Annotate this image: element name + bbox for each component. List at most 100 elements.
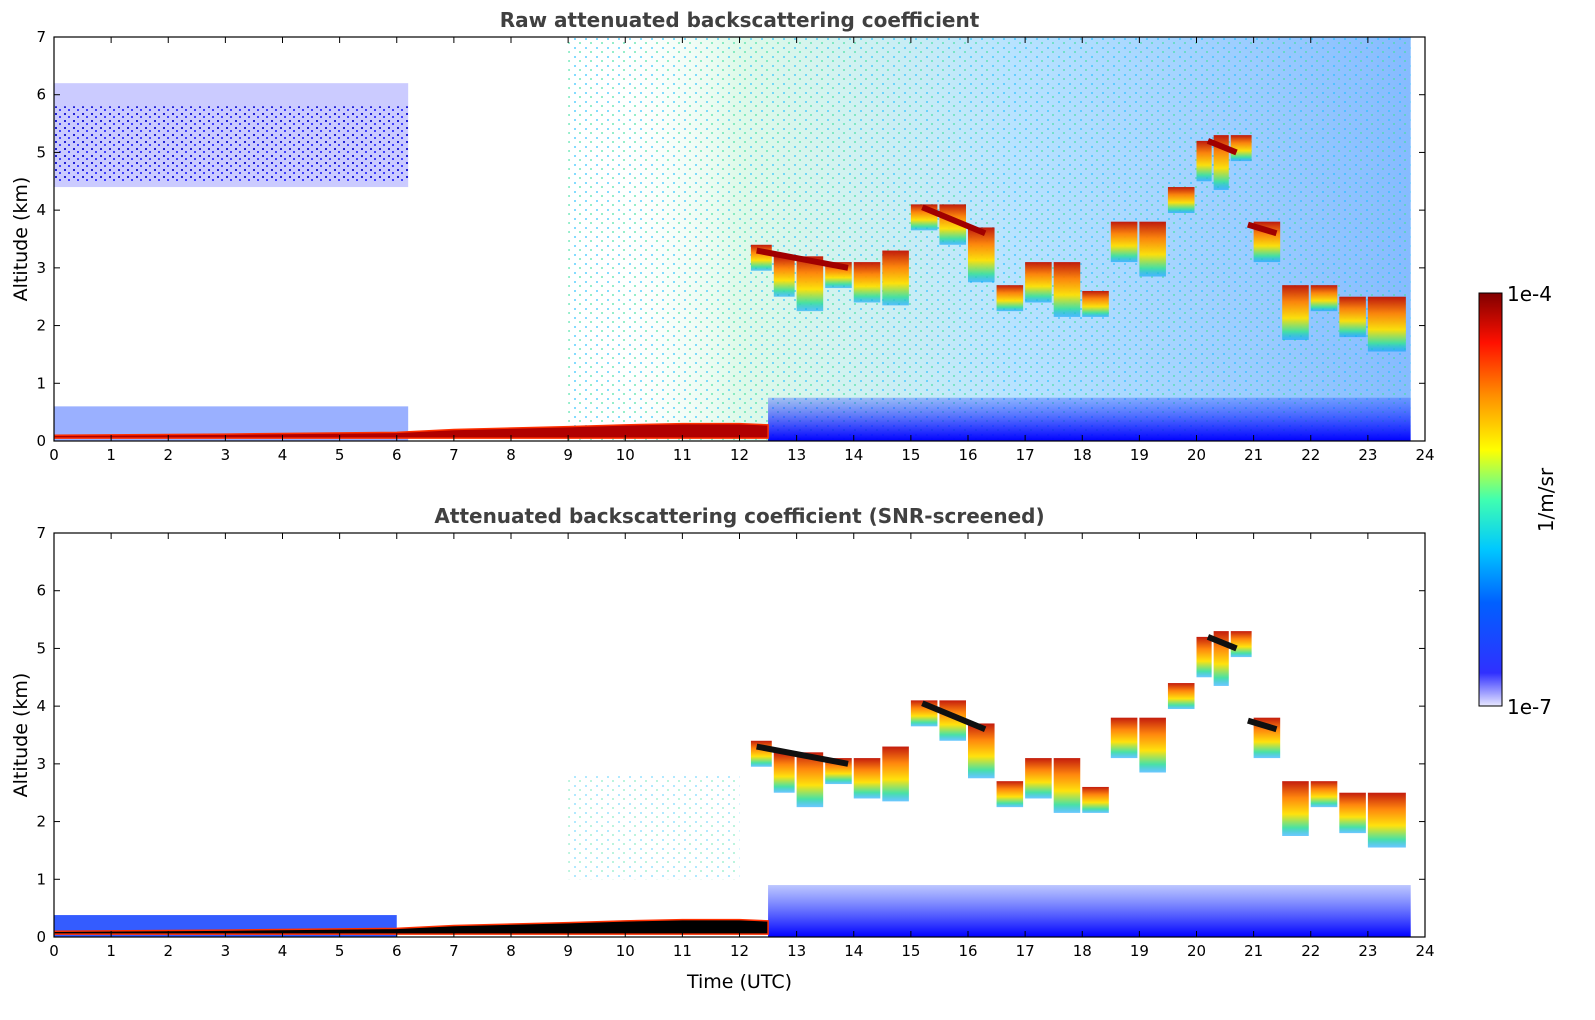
cloud-top (1247, 717, 1278, 733)
x-tick-label: 5 (335, 446, 345, 464)
cloud-segment (1196, 636, 1212, 678)
x-tick-label: 8 (506, 446, 516, 464)
x-tick-label: 22 (1301, 446, 1320, 464)
x-tick-label: 15 (901, 942, 920, 960)
cloud-top (756, 743, 849, 767)
cloud-segment (1167, 683, 1195, 710)
cloud-segment (1339, 792, 1366, 834)
x-tick-label: 24 (1415, 446, 1434, 464)
y-tick-label: 3 (36, 259, 46, 277)
cloud-segment (968, 227, 995, 283)
x-tick-label: 4 (278, 942, 288, 960)
cloud-segment (968, 723, 995, 779)
y-tick-label: 4 (36, 697, 46, 715)
cloud-segment (1082, 290, 1109, 317)
y-tick-label: 6 (36, 86, 46, 104)
x-tick-label: 9 (563, 446, 573, 464)
cloud-segment (853, 758, 881, 799)
x-tick-label: 11 (673, 446, 692, 464)
cloud-segment (996, 285, 1024, 312)
cloud-segment (1196, 140, 1212, 182)
colorbar-unit-label: 1/m/sr (1534, 467, 1558, 532)
x-tick-label: 6 (392, 446, 402, 464)
x-tick-label: 7 (449, 942, 459, 960)
x-tick-label: 17 (1016, 942, 1035, 960)
x-tick-label: 4 (278, 446, 288, 464)
y-tick-label: 3 (36, 755, 46, 773)
y-tick-label: 1 (36, 870, 46, 888)
cloud-segment (996, 781, 1024, 808)
x-tick-label: 19 (1130, 446, 1149, 464)
x-tick-label: 23 (1358, 942, 1377, 960)
panel-2: 0 1 2 3 4 5 6 7 8 9 10 11 12 13 14 15 16 17 18 19 20 21 22 23 24… (10, 504, 1435, 993)
x-tick-label: 20 (1187, 942, 1206, 960)
surface-aerosol-layer (54, 422, 769, 439)
x-tick-label: 16 (958, 446, 977, 464)
cloud-segment (1025, 262, 1052, 303)
x-tick-label: 0 (49, 942, 59, 960)
x-tick-label: 21 (1244, 446, 1263, 464)
x-tick-label: 7 (449, 446, 459, 464)
cloud-segment (882, 250, 909, 306)
cloud-segment (853, 262, 881, 303)
x-tick-label: 6 (392, 942, 402, 960)
cloud-segment (882, 746, 909, 802)
colorbar-gradient (1478, 292, 1503, 707)
x-tick-label: 23 (1358, 446, 1377, 464)
cloud-segment (1367, 296, 1406, 352)
y-axis-label: Altitude (km) (10, 673, 32, 798)
cloud-segment (1310, 781, 1338, 808)
cloud-segment (796, 752, 824, 808)
cloud-segment (1025, 758, 1052, 799)
x-tick-label: 1 (106, 446, 116, 464)
x-axis-label: Time (UTC) (686, 971, 792, 993)
low-layer-band-afternoon (768, 885, 1411, 937)
no-data-area (1410, 37, 1425, 441)
x-tick-label: 0 (49, 446, 59, 464)
x-tick-label: 16 (958, 942, 977, 960)
x-tick-label: 2 (163, 942, 173, 960)
y-tick-label: 5 (36, 143, 46, 161)
colorbar-min-label: 1e-7 (1507, 695, 1552, 719)
x-tick-label: 1 (106, 942, 116, 960)
cloud-segment (773, 752, 795, 793)
x-tick-label: 15 (901, 446, 920, 464)
y-tick-label: 1 (36, 374, 46, 392)
y-tick-label: 0 (36, 928, 46, 946)
cloud-segment (773, 256, 795, 297)
sparse-signal (568, 775, 740, 880)
surface-aerosol-layer (54, 918, 769, 935)
x-tick-label: 3 (221, 446, 231, 464)
cloud-segment (1282, 781, 1309, 836)
x-tick-label: 12 (730, 446, 749, 464)
x-tick-label: 2 (163, 446, 173, 464)
x-tick-label: 10 (616, 446, 635, 464)
x-tick-label: 13 (787, 446, 806, 464)
cloud-segment (1230, 631, 1252, 658)
x-tick-label: 11 (673, 942, 692, 960)
cloud-segment (1053, 262, 1081, 317)
cloud-segment (1082, 786, 1109, 813)
panel-title: Attenuated backscattering coefficient (S… (434, 504, 1044, 528)
cloud-segment (1310, 285, 1338, 312)
x-tick-label: 8 (506, 942, 516, 960)
cloud-segment (796, 256, 824, 312)
y-tick-label: 6 (36, 582, 46, 600)
x-tick-label: 20 (1187, 446, 1206, 464)
x-tick-label: 5 (335, 942, 345, 960)
cloud-segment (1339, 296, 1366, 338)
x-tick-label: 17 (1016, 446, 1035, 464)
y-tick-label: 2 (36, 317, 46, 335)
y-tick-label: 2 (36, 813, 46, 831)
x-tick-label: 14 (844, 446, 863, 464)
x-tick-label: 10 (616, 942, 635, 960)
x-tick-label: 12 (730, 942, 749, 960)
cloud-top (1206, 138, 1238, 156)
plot-area (54, 37, 1425, 441)
cloud-segment (1110, 221, 1138, 263)
cloud-top (921, 204, 987, 237)
y-tick-label: 7 (36, 28, 46, 46)
cloud-segment (1367, 792, 1406, 848)
x-tick-label: 3 (221, 942, 231, 960)
